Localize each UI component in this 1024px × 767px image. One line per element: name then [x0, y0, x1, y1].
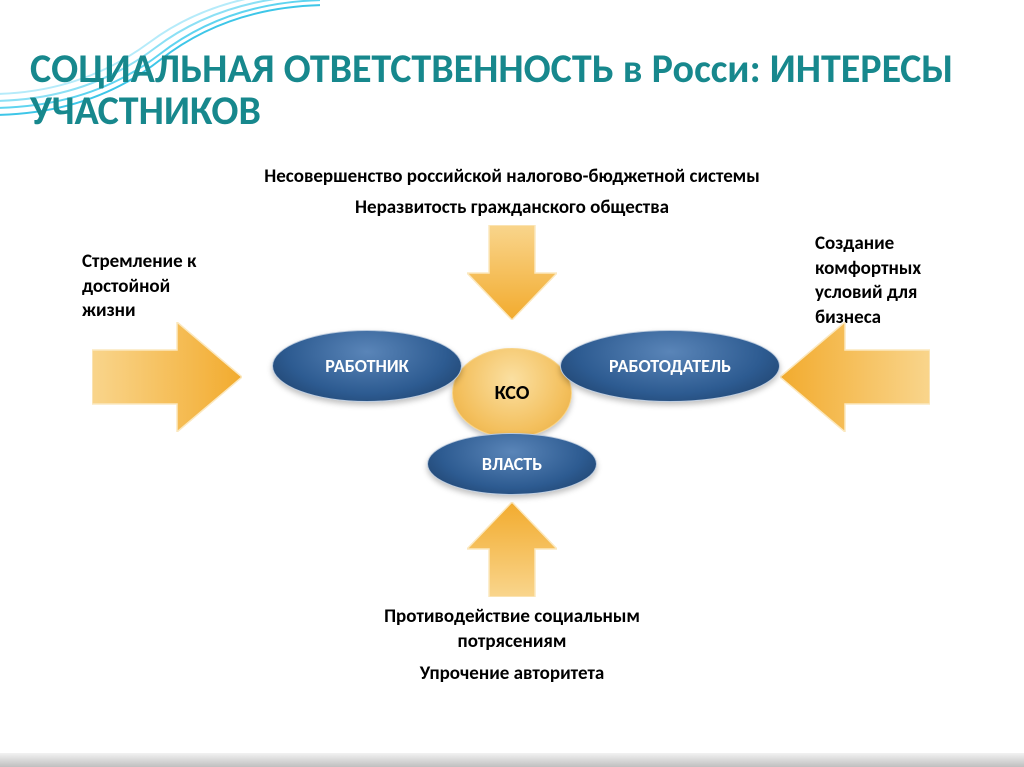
- node-center: КСО: [452, 348, 572, 438]
- right-text-line1: Создание: [815, 232, 921, 257]
- bottom-text-line2: потрясениям: [0, 630, 1024, 655]
- node-center-label: КСО: [495, 381, 530, 405]
- node-employer-label: РАБОТОДАТЕЛЬ: [609, 355, 731, 377]
- bottom-shadow: [0, 753, 1024, 767]
- arrow-right: [780, 322, 930, 432]
- top-text: Несовершенство российской налогово-бюдже…: [0, 165, 1024, 220]
- node-power-label: ВЛАСТЬ: [482, 453, 542, 475]
- arrow-left: [92, 322, 242, 432]
- node-power: ВЛАСТЬ: [427, 433, 597, 495]
- right-text-line3: условий для: [815, 281, 921, 306]
- node-employer: РАБОТОДАТЕЛЬ: [560, 330, 780, 402]
- top-text-line1: Несовершенство российской налогово-бюдже…: [0, 165, 1024, 190]
- arrow-bottom: [467, 502, 557, 597]
- bottom-text-line3: Упрочение авторитета: [0, 662, 1024, 687]
- right-text-line2: комфортных: [815, 257, 921, 282]
- diagram: Несовершенство российской налогово-бюдже…: [0, 150, 1024, 710]
- top-text-line2: Неразвитость гражданского общества: [0, 196, 1024, 221]
- node-worker-label: РАБОТНИК: [325, 355, 408, 377]
- arrow-top: [467, 225, 557, 320]
- left-text-line1: Стремление к: [82, 250, 196, 275]
- bottom-text: Противодействие социальным потрясениям У…: [0, 605, 1024, 687]
- right-text: Создание комфортных условий для бизнеса: [815, 232, 921, 331]
- left-text: Стремление к достойной жизни: [82, 250, 196, 324]
- node-worker: РАБОТНИК: [272, 330, 462, 402]
- left-text-line2: достойной: [82, 275, 196, 300]
- page-title: СОЦИАЛЬНАЯ ОТВЕТСТВЕННОСТЬ в Росси: ИНТЕ…: [30, 48, 990, 132]
- bottom-text-line1: Противодействие социальным: [0, 605, 1024, 630]
- title-text: СОЦИАЛЬНАЯ ОТВЕТСТВЕННОСТЬ в Росси: ИНТЕ…: [30, 44, 953, 135]
- left-text-line3: жизни: [82, 299, 196, 324]
